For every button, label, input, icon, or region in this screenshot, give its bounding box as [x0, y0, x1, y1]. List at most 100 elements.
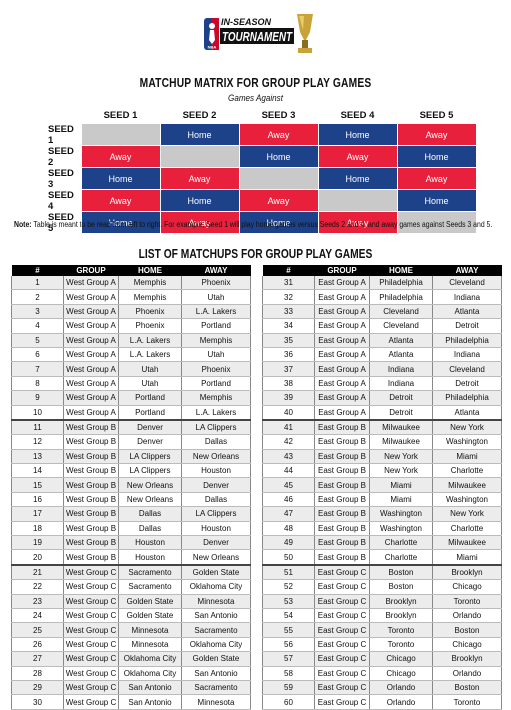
- game-number: 20: [11, 549, 64, 566]
- home-team: Utah: [118, 361, 182, 377]
- matrix-cell-away: Away: [396, 167, 477, 190]
- game-number: 46: [262, 492, 315, 508]
- away-team: Portland: [181, 376, 251, 392]
- away-team: Cleveland: [432, 361, 502, 377]
- table-row: 53 East Group C Brooklyn Toronto: [262, 594, 502, 609]
- away-team: Atlanta: [432, 304, 502, 320]
- group-cell: East Group B: [314, 418, 370, 436]
- game-number: 24: [11, 608, 64, 624]
- matrix-cell-home: Home: [396, 145, 477, 168]
- game-number: 60: [262, 694, 315, 710]
- game-number: 39: [262, 390, 315, 406]
- matrix-row: SEED 3 Home Away Home Away: [10, 167, 477, 190]
- table-row: 20 West Group B Houston New Orleans: [11, 549, 251, 566]
- home-team: Phoenix: [118, 318, 182, 334]
- table-row: 9 West Group A Portland Memphis: [11, 390, 251, 406]
- away-team: Dallas: [181, 492, 251, 508]
- table-row: 56 East Group C Toronto Chicago: [262, 637, 502, 653]
- away-team: Golden State: [181, 651, 251, 667]
- away-team: Miami: [432, 549, 502, 566]
- game-number: 26: [11, 637, 64, 653]
- away-team: Washington: [432, 434, 502, 450]
- home-team: Oklahoma City: [118, 651, 182, 667]
- away-team: Philadelphia: [432, 333, 502, 348]
- matrix-row: SEED 4 Away Home Away Home: [10, 189, 477, 212]
- matrix-cell-away: Away: [238, 189, 319, 212]
- away-team: Phoenix: [181, 361, 251, 377]
- home-team: Utah: [118, 376, 182, 392]
- group-cell: East Group B: [314, 492, 370, 508]
- table-row: 37 East Group A Indiana Cleveland: [262, 361, 502, 377]
- away-team: Portland: [181, 318, 251, 334]
- table-row: 28 West Group C Oklahoma City San Antonio: [11, 666, 251, 681]
- group-cell: East Group A: [314, 405, 370, 421]
- group-cell: West Group A: [63, 376, 119, 392]
- game-number: 43: [262, 449, 315, 465]
- matrix-cell-away: Away: [159, 167, 240, 190]
- game-number: 48: [262, 521, 315, 537]
- game-number: 10: [11, 405, 64, 421]
- away-team: LA Clippers: [181, 506, 251, 522]
- away-team: San Antonio: [181, 608, 251, 624]
- table-row: 41 East Group B Milwaukee New York: [262, 418, 502, 436]
- header-group: GROUP: [314, 265, 370, 276]
- game-number: 55: [262, 622, 315, 638]
- matrix-cell-away: Away: [396, 123, 477, 146]
- home-team: Miami: [369, 492, 433, 508]
- home-team: Boston: [369, 579, 433, 595]
- home-team: Charlotte: [369, 549, 433, 566]
- home-team: Minnesota: [118, 622, 182, 638]
- table-row: 51 East Group C Boston Brooklyn: [262, 563, 502, 581]
- away-team: Miami: [432, 449, 502, 465]
- group-cell: East Group C: [314, 579, 370, 595]
- game-number: 14: [11, 463, 64, 479]
- table-row: 48 East Group B Washington Charlotte: [262, 521, 502, 537]
- away-team: Denver: [181, 535, 251, 551]
- home-team: Chicago: [369, 666, 433, 681]
- home-team: New Orleans: [118, 477, 182, 493]
- table-row: 55 East Group C Toronto Boston: [262, 622, 502, 638]
- table-row: 8 West Group A Utah Portland: [11, 376, 251, 392]
- away-team: Milwaukee: [432, 535, 502, 551]
- home-team: Phoenix: [118, 304, 182, 320]
- table-row: 16 West Group B New Orleans Dallas: [11, 492, 251, 508]
- game-number: 32: [262, 289, 315, 305]
- matchups-table-west: # GROUP HOME AWAY 1 West Group A Memphis Ph…: [11, 265, 251, 710]
- home-team: Orlando: [369, 694, 433, 710]
- game-number: 11: [11, 418, 64, 436]
- group-cell: West Group C: [63, 666, 119, 681]
- group-cell: East Group B: [314, 506, 370, 522]
- group-cell: East Group B: [314, 477, 370, 493]
- away-team: Toronto: [432, 694, 502, 710]
- table-row: 24 West Group C Golden State San Antonio: [11, 608, 251, 624]
- logo-line2: TOURNAMENT: [222, 29, 293, 44]
- game-number: 51: [262, 563, 315, 581]
- group-cell: West Group B: [63, 535, 119, 551]
- game-number: 22: [11, 579, 64, 595]
- group-cell: West Group C: [63, 651, 119, 667]
- group-cell: West Group B: [63, 549, 119, 566]
- home-team: Minnesota: [118, 637, 182, 653]
- group-cell: West Group A: [63, 405, 119, 421]
- matchup-matrix: SEED 1 SEED 2 SEED 3 SEED 4 SEED 5 SEED …: [10, 108, 477, 234]
- away-team: Phoenix: [181, 276, 251, 291]
- table-row: 58 East Group C Chicago Orlando: [262, 666, 502, 681]
- away-team: New York: [432, 418, 502, 436]
- group-cell: East Group B: [314, 549, 370, 566]
- group-cell: West Group C: [63, 622, 119, 638]
- game-number: 34: [262, 318, 315, 334]
- home-team: Boston: [369, 563, 433, 581]
- logo-line1: IN-SEASON: [221, 17, 272, 27]
- table-row: 10 West Group A Portland L.A. Lakers: [11, 405, 251, 421]
- group-cell: West Group C: [63, 694, 119, 710]
- away-team: Brooklyn: [432, 651, 502, 667]
- home-team: Sacramento: [118, 563, 182, 581]
- group-cell: East Group C: [314, 651, 370, 667]
- game-number: 8: [11, 376, 64, 392]
- table-row: 18 West Group B Dallas Houston: [11, 521, 251, 537]
- game-number: 15: [11, 477, 64, 493]
- table-row: 17 West Group B Dallas LA Clippers: [11, 506, 251, 522]
- group-cell: West Group B: [63, 418, 119, 436]
- table-row: 34 East Group A Cleveland Detroit: [262, 318, 502, 334]
- matrix-cell-away: Away: [80, 145, 161, 168]
